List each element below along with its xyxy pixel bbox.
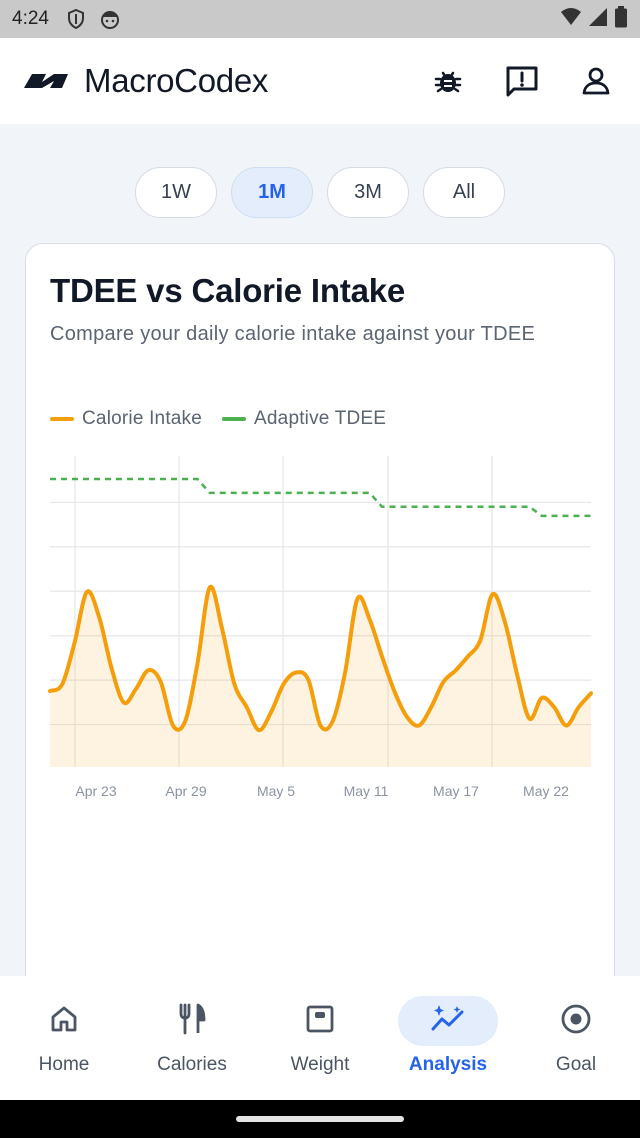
profile-icon[interactable] [576,61,616,101]
nav-goal-label: Goal [555,1054,597,1075]
tdee-chart-card: TDEE vs Calorie Intake Compare your dail… [25,243,615,1003]
time-range-selector: 1W 1M 3M All [0,167,640,218]
target-icon [559,1002,593,1041]
shield-icon [65,8,87,30]
range-tab-1m[interactable]: 1M [231,167,313,218]
nav-weight[interactable]: Weight [256,976,384,1100]
signal-icon [588,7,608,32]
app-logo [24,70,70,92]
x-tick-label: Apr 29 [165,783,206,799]
status-bar: 4:24 [0,0,640,38]
face-icon [99,8,121,30]
bottom-navigation: Home Calories Weight Analysis [0,976,640,1100]
nav-analysis-label: Analysis [408,1054,488,1075]
calorie-intake-line [48,584,593,733]
x-tick-label: Apr 23 [75,783,116,799]
nav-home-label: Home [38,1054,90,1075]
wifi-icon [560,7,582,32]
legend-label-calorie-intake: Calorie Intake [82,408,203,429]
home-gesture-bar[interactable] [236,1116,404,1122]
nav-analysis[interactable]: Analysis [384,976,512,1100]
scale-icon [304,1003,336,1040]
system-gesture-area [0,1100,640,1138]
nav-weight-label: Weight [290,1054,350,1075]
nav-home[interactable]: Home [0,976,128,1100]
legend-item-calorie-intake: Calorie Intake [50,408,202,430]
nav-goal[interactable]: Goal [512,976,640,1100]
nav-calories[interactable]: Calories [128,976,256,1100]
app-header: MacroCodex [0,38,640,124]
card-subtitle: Compare your daily calorie intake agains… [50,323,536,345]
legend-swatch-calorie-intake [50,417,74,421]
calorie-intake-area [50,586,591,767]
range-tab-3m[interactable]: 3M [327,167,409,218]
range-tab-all[interactable]: All [423,167,505,218]
x-tick-label: May 5 [257,783,295,799]
fork-knife-icon [176,1002,208,1041]
card-title: TDEE vs Calorie Intake [50,272,406,309]
app-title: MacroCodex [84,62,269,99]
battery-icon [614,5,628,33]
legend-item-adaptive-tdee: Adaptive TDEE [222,408,386,430]
status-time: 4:24 [12,8,49,29]
feedback-icon[interactable] [502,61,542,101]
adaptive-tdee-line [49,477,591,518]
chart-legend: Calorie Intake Adaptive TDEE [50,408,386,430]
nav-calories-label: Calories [157,1054,227,1075]
legend-swatch-adaptive-tdee [222,417,247,421]
x-tick-label: May 11 [344,783,389,799]
analytics-icon [430,1003,466,1040]
bug-icon[interactable] [428,61,468,101]
range-tab-1w[interactable]: 1W [135,167,217,218]
tdee-vs-intake-chart: Apr 23 Apr 29 May 5 May 11 May 17 May 22 [48,456,593,799]
x-tick-label: May 22 [523,783,569,799]
legend-label-adaptive-tdee: Adaptive TDEE [254,408,387,429]
home-icon [48,1003,80,1040]
x-tick-label: May 17 [433,783,479,799]
